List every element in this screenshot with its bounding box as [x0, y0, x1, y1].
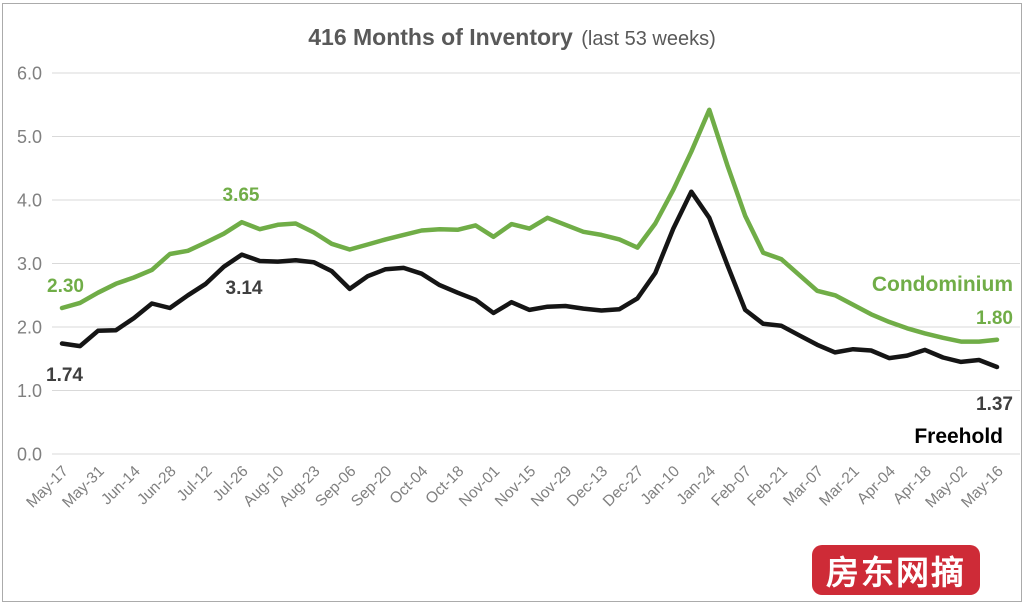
x-axis-tick-label: Jan-10: [638, 463, 684, 509]
chart-title-main: 416 Months of Inventory: [308, 24, 573, 50]
freehold-last-value-label: 1.37: [976, 394, 1013, 415]
condominium-first-value-label: 2.30: [47, 276, 84, 297]
x-axis-tick-label: Apr-04: [854, 463, 899, 508]
x-axis-tick-label: Jul-12: [174, 463, 216, 505]
y-axis-tick-label: 5.0: [17, 127, 42, 147]
y-axis-tick-label: 0.0: [17, 445, 42, 465]
x-axis-tick-label: Jun-14: [98, 463, 144, 509]
x-axis-tick-label: Dec-27: [600, 463, 647, 510]
x-axis-tick-label: Oct-04: [387, 463, 432, 508]
watermark-badge: 房东网摘: [812, 545, 980, 595]
condominium-series-label: Condominium: [872, 273, 1013, 296]
chart-title-subtitle: (last 53 weeks): [581, 28, 716, 50]
watermark-text: 房东网摘: [826, 554, 966, 591]
freehold-series-label: Freehold: [914, 425, 1003, 448]
freehold-peak-value-label: 3.14: [226, 278, 263, 299]
y-axis-tick-label: 4.0: [17, 191, 42, 211]
y-axis-tick-label: 2.0: [17, 318, 42, 338]
freehold-first-value-label: 1.74: [46, 365, 83, 386]
x-axis-tick-label: Mar-21: [816, 463, 863, 510]
y-axis-tick-label: 6.0: [17, 64, 42, 84]
condominium-line: [59, 107, 1000, 344]
y-axis-tick-label: 1.0: [17, 381, 42, 401]
condominium-last-value-label: 1.80: [976, 308, 1013, 329]
x-axis-tick-label: Sep-20: [348, 463, 396, 511]
freehold-line: [59, 189, 1000, 370]
x-axis-tick-label: Jun-28: [134, 463, 180, 509]
y-axis-tick-label: 3.0: [17, 254, 42, 274]
chart-title: 416 Months of Inventory (last 53 weeks): [0, 24, 1024, 51]
condominium-peak-value-label: 3.65: [223, 185, 260, 206]
